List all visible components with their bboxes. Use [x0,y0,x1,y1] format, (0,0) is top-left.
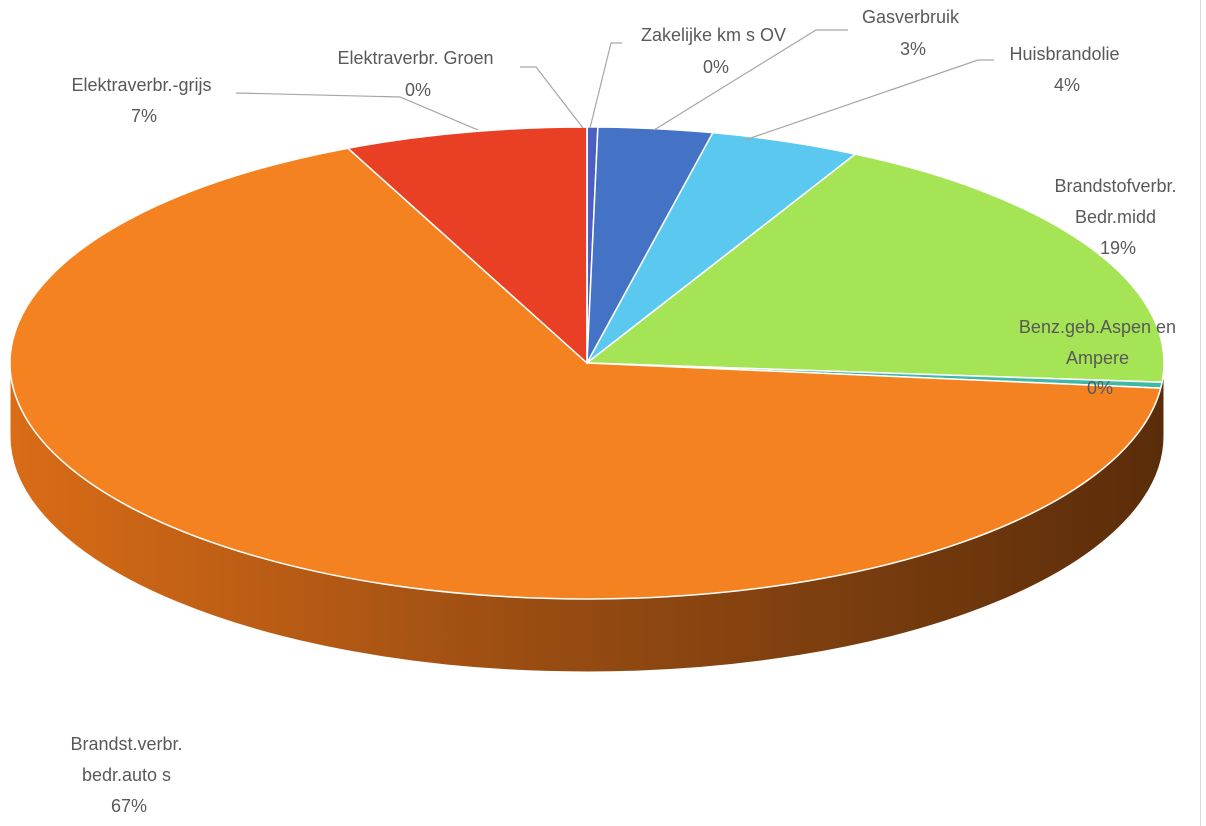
leader-line-elektraverbr-grijs [235,92,479,131]
data-label-brandst-bedrauto: Brandst.verbr. bedr.auto s 67% [70,734,187,816]
data-label-name: Huisbrandolie [1009,44,1119,64]
data-label-benz-aspen-ampere: Benz.geb.Aspen en Ampere 0% [1019,317,1181,398]
data-label-name: Elektraverbr. Groen [337,48,493,68]
data-label-brandstofverbr-bedrmidd: Brandstofverbr. Bedr.midd 19% [1054,176,1181,258]
data-label-name-line1: Brandstofverbr. [1054,176,1176,196]
data-label-gasverbruik: Gasverbruik 3% [862,7,964,59]
data-label-elektraverbr-groen: Elektraverbr. Groen 0% [337,48,498,100]
data-label-percent: 4% [1054,75,1080,95]
data-label-zakelijke-km-ov: Zakelijke km s OV 0% [641,25,791,77]
data-label-name-line1: Benz.geb.Aspen en [1019,317,1176,337]
data-label-percent: 3% [900,39,926,59]
data-label-huisbrandolie: Huisbrandolie 4% [1009,44,1124,95]
data-label-name: Gasverbruik [862,7,960,27]
chart-area-border [1200,0,1201,826]
data-label-name-line2: Bedr.midd [1075,207,1156,227]
leader-line-huisbrandolie [744,59,994,141]
data-label-name-line1: Brandst.verbr. [70,734,182,754]
pie-slice-elektraverbr-grijs [346,126,588,365]
leader-line-gasverbruik [653,29,848,131]
data-label-name: Elektraverbr.-grijs [71,75,211,95]
data-label-percent: 67% [111,796,147,816]
data-label-percent: 19% [1100,238,1136,258]
data-label-percent: 0% [703,57,729,77]
data-label-percent: 0% [405,80,431,100]
leader-line-elektraverbr-groen [520,66,584,129]
data-label-elektraverbr-grijs: Elektraverbr.-grijs 7% [71,75,216,126]
data-label-name-line2: bedr.auto s [82,765,171,785]
data-label-name-line2: Ampere [1066,348,1129,368]
data-label-percent: 0% [1087,378,1113,398]
pie-slice-brandst-verbr-bedr-auto-s [9,147,1162,600]
data-label-percent: 7% [131,106,157,126]
data-label-name: Zakelijke km s OV [641,25,786,45]
pie-slice-brandstofverbr-bedr-midd [584,153,1165,384]
leader-line-zakelijke-km-s-ov [589,42,622,129]
